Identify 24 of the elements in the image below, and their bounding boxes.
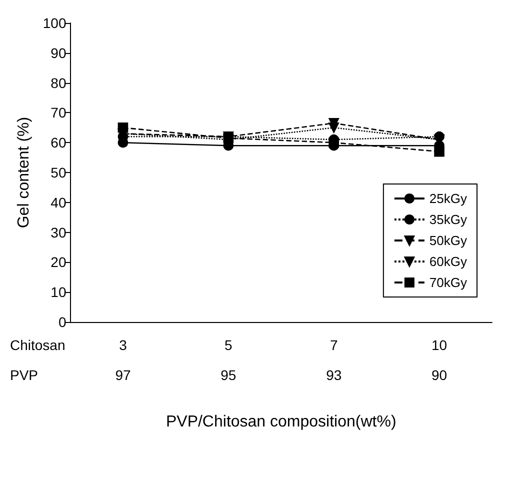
x-tick-label: 7 93 — [326, 337, 342, 383]
y-tick-label: 80 — [50, 74, 66, 91]
legend-label: 70kGy — [429, 275, 468, 290]
x-axis-title: PVP/Chitosan composition(wt%) — [166, 414, 396, 430]
legend-label: 25kGy — [429, 191, 468, 206]
legend-label: 60kGy — [429, 254, 468, 269]
text: Chitosan — [10, 337, 66, 353]
y-tick-label: 100 — [42, 15, 66, 31]
y-tick-label: 90 — [50, 44, 66, 61]
legend-label: 50kGy — [429, 233, 468, 248]
y-tick-label: 0 — [58, 314, 66, 330]
legend-label: 35kGy — [429, 212, 468, 227]
x-tick-label: 3 97 — [115, 337, 131, 383]
y-tick-label: 10 — [50, 284, 66, 300]
text: PVP — [10, 367, 38, 383]
y-tick-label: 70 — [50, 104, 66, 121]
y-tick-label: 60 — [50, 134, 66, 151]
x-tick-label: 5 95 — [220, 337, 236, 383]
x-tick-label: 10 90 — [431, 337, 448, 383]
y-tick-label: 20 — [50, 254, 66, 270]
y-tick-label: 30 — [50, 224, 66, 240]
y-tick-label: 50 — [50, 164, 66, 180]
y-tick-label: 40 — [50, 194, 66, 210]
y-axis-title: Gel content (%) — [16, 116, 32, 228]
